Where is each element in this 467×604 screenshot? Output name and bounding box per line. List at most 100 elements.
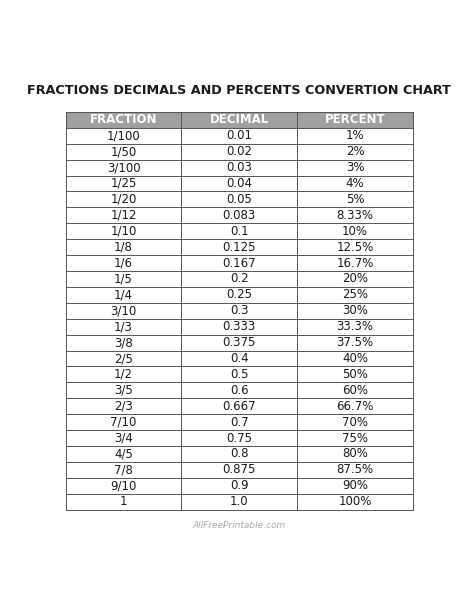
Bar (182, 159, 297, 176)
Text: 4/5: 4/5 (114, 448, 133, 460)
Text: 0.083: 0.083 (223, 209, 256, 222)
Text: 0.667: 0.667 (222, 400, 256, 413)
Text: 7/10: 7/10 (110, 416, 137, 429)
Bar (182, 319, 297, 335)
Text: 0.03: 0.03 (226, 161, 252, 174)
Bar (65, 350, 182, 367)
Text: 0.125: 0.125 (223, 240, 256, 254)
Bar (297, 223, 413, 239)
Bar (297, 430, 413, 446)
Bar (65, 398, 182, 414)
Text: 1/6: 1/6 (114, 257, 133, 269)
Bar (65, 207, 182, 223)
Bar (297, 207, 413, 223)
Bar (297, 319, 413, 335)
Bar (65, 335, 182, 350)
Bar (65, 367, 182, 382)
Text: 1/5: 1/5 (114, 272, 133, 286)
Bar (65, 382, 182, 398)
Text: FRACTION: FRACTION (90, 114, 157, 126)
Bar (182, 112, 297, 128)
Bar (297, 128, 413, 144)
Bar (297, 414, 413, 430)
Bar (182, 446, 297, 462)
Text: 0.02: 0.02 (226, 145, 252, 158)
Bar (297, 382, 413, 398)
Bar (65, 319, 182, 335)
Text: 8.33%: 8.33% (337, 209, 374, 222)
Text: 3/10: 3/10 (110, 304, 137, 317)
Text: 1/4: 1/4 (114, 288, 133, 301)
Bar (297, 493, 413, 510)
Bar (182, 430, 297, 446)
Text: 50%: 50% (342, 368, 368, 381)
Bar (297, 287, 413, 303)
Bar (65, 414, 182, 430)
Text: 3/100: 3/100 (106, 161, 141, 174)
Text: 1/3: 1/3 (114, 320, 133, 333)
Text: 75%: 75% (342, 431, 368, 445)
Bar (182, 478, 297, 493)
Bar (297, 462, 413, 478)
Bar (65, 287, 182, 303)
Bar (297, 398, 413, 414)
Text: 100%: 100% (339, 495, 372, 508)
Text: 0.75: 0.75 (226, 431, 252, 445)
Text: 0.2: 0.2 (230, 272, 248, 286)
Text: 0.333: 0.333 (223, 320, 256, 333)
Text: 0.9: 0.9 (230, 480, 248, 492)
Bar (182, 271, 297, 287)
Bar (297, 335, 413, 350)
Text: 7/8: 7/8 (114, 463, 133, 477)
Bar (65, 159, 182, 176)
Text: 0.5: 0.5 (230, 368, 248, 381)
Bar (182, 191, 297, 207)
Bar (297, 176, 413, 191)
Text: 0.7: 0.7 (230, 416, 248, 429)
Bar (65, 191, 182, 207)
Bar (297, 446, 413, 462)
Text: 60%: 60% (342, 384, 368, 397)
Text: 0.875: 0.875 (223, 463, 256, 477)
Text: AllFreePrintable.com: AllFreePrintable.com (193, 521, 286, 530)
Bar (65, 462, 182, 478)
Bar (65, 430, 182, 446)
Text: 0.01: 0.01 (226, 129, 252, 143)
Bar (182, 493, 297, 510)
Text: 40%: 40% (342, 352, 368, 365)
Text: 37.5%: 37.5% (337, 336, 374, 349)
Text: 0.375: 0.375 (223, 336, 256, 349)
Text: 0.3: 0.3 (230, 304, 248, 317)
Text: 1/2: 1/2 (114, 368, 133, 381)
Bar (182, 128, 297, 144)
Bar (182, 303, 297, 319)
Bar (182, 239, 297, 255)
Text: 20%: 20% (342, 272, 368, 286)
Bar (65, 223, 182, 239)
Text: 1%: 1% (346, 129, 364, 143)
Bar (182, 255, 297, 271)
Text: 0.1: 0.1 (230, 225, 248, 238)
Bar (182, 350, 297, 367)
Bar (182, 414, 297, 430)
Bar (65, 493, 182, 510)
Text: 80%: 80% (342, 448, 368, 460)
Text: 10%: 10% (342, 225, 368, 238)
Bar (297, 478, 413, 493)
Text: 16.7%: 16.7% (336, 257, 374, 269)
Bar (182, 367, 297, 382)
Text: 1/100: 1/100 (106, 129, 141, 143)
Bar (297, 255, 413, 271)
Text: FRACTIONS DECIMALS AND PERCENTS CONVERTION CHART: FRACTIONS DECIMALS AND PERCENTS CONVERTI… (28, 84, 451, 97)
Bar (297, 191, 413, 207)
Text: PERCENT: PERCENT (325, 114, 385, 126)
Text: 90%: 90% (342, 480, 368, 492)
Text: 1/8: 1/8 (114, 240, 133, 254)
Bar (182, 335, 297, 350)
Text: 33.3%: 33.3% (337, 320, 374, 333)
Bar (182, 223, 297, 239)
Bar (297, 112, 413, 128)
Text: 1/12: 1/12 (110, 209, 137, 222)
Bar (182, 382, 297, 398)
Bar (65, 176, 182, 191)
